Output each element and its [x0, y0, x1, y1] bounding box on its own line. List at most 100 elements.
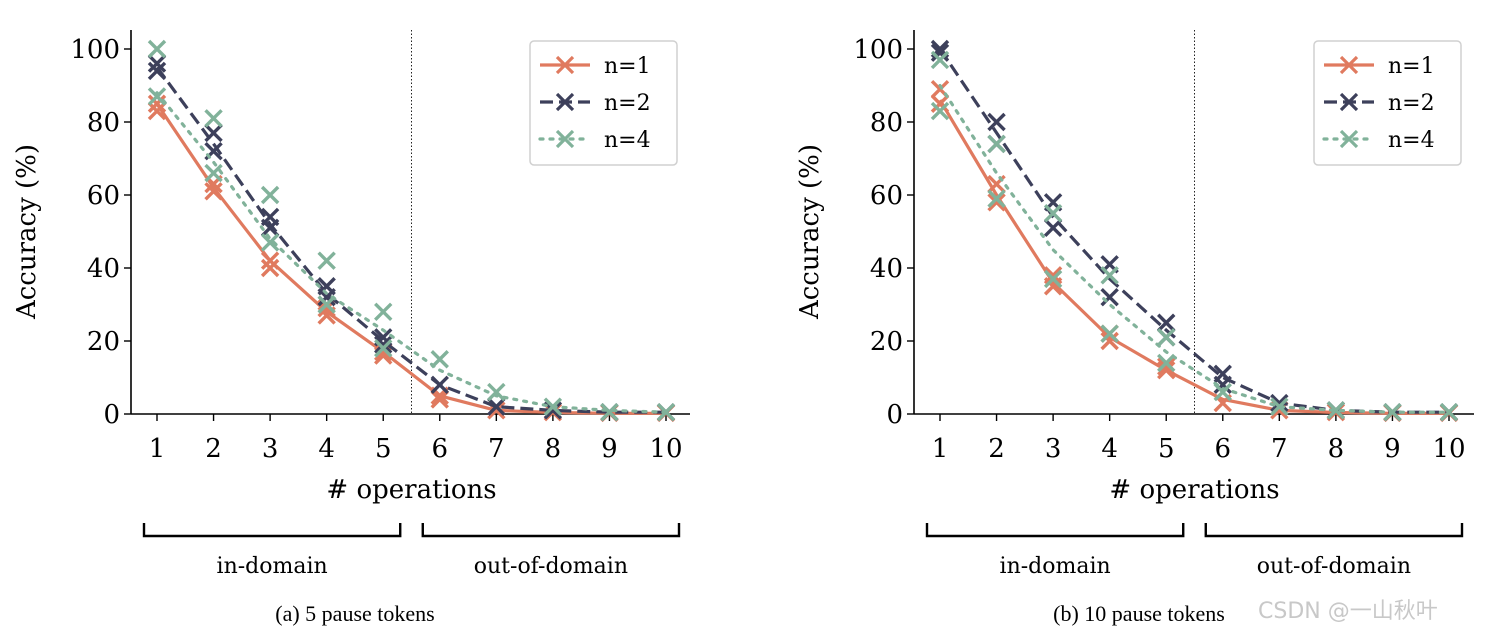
data-point-n=4 [260, 233, 280, 252]
x-tick-label: 3 [262, 434, 279, 464]
data-point-n=1 [147, 101, 167, 121]
legend-marker-n=4 [555, 129, 575, 149]
x-tick-label: 1 [932, 434, 949, 464]
data-point-n=4 [317, 295, 336, 314]
x-tick-label: 3 [1045, 434, 1062, 464]
y-tick-label: 0 [103, 400, 120, 430]
out-of-domain-label: out-of-domain [1257, 554, 1411, 579]
data-point-n=4 [600, 402, 619, 422]
data-point-n=2 [930, 43, 950, 62]
x-tick-label: 8 [545, 434, 562, 464]
x-tick-label: 6 [1215, 434, 1232, 464]
data-point-n=4 [374, 302, 393, 322]
data-point-n=4 [1043, 269, 1063, 289]
x-tick-label: 1 [149, 434, 166, 464]
data-point-n=2 [1100, 287, 1119, 307]
legend-label: n=4 [604, 128, 651, 153]
legend-marker-n=1 [555, 55, 575, 75]
data-point-n=4 [317, 251, 336, 270]
in-domain-label: in-domain [217, 554, 328, 579]
data-point-n=2 [430, 375, 449, 395]
x-tick-label: 6 [432, 434, 449, 464]
data-point-n=4 [1043, 204, 1063, 223]
data-point-n=4 [1157, 328, 1176, 347]
x-axis-label: # operations [1109, 475, 1279, 505]
data-point-n=2 [487, 397, 506, 416]
x-tick-label: 7 [488, 434, 505, 464]
data-point-n=4 [656, 402, 676, 422]
x-tick-label: 8 [1328, 434, 1345, 464]
data-point-n=1 [260, 258, 280, 278]
out-of-domain-bracket [421, 523, 681, 538]
data-point-n=1 [987, 193, 1006, 212]
data-point-n=4 [204, 109, 223, 128]
data-point-n=4 [987, 189, 1006, 208]
legend-box [529, 40, 678, 166]
data-point-n=1 [1157, 360, 1176, 380]
data-point-n=4 [204, 163, 223, 183]
in-domain-bracket [142, 523, 402, 538]
legend-marker-n=2 [1339, 92, 1359, 112]
data-point-n=1 [147, 94, 167, 113]
y-tick-label: 100 [853, 35, 903, 65]
x-tick-label: 2 [205, 434, 222, 464]
data-point-n=4 [1439, 402, 1459, 422]
data-point-n=2 [987, 112, 1006, 132]
y-tick-label: 100 [70, 35, 120, 65]
data-point-n=4 [374, 339, 393, 358]
data-point-n=4 [1157, 353, 1176, 373]
data-point-n=1 [260, 251, 280, 270]
data-point-n=4 [930, 101, 950, 121]
y-tick-label: 80 [870, 108, 903, 138]
x-tick-label: 10 [649, 434, 682, 464]
y-tick-label: 0 [886, 400, 903, 430]
legend-box [1313, 40, 1462, 166]
legend-marker-n=4 [1339, 129, 1359, 149]
series-line-n=2 [938, 48, 1449, 414]
legend-label: n=2 [604, 91, 651, 116]
data-point-n=4 [1100, 324, 1119, 343]
data-point-n=4 [1326, 401, 1346, 420]
y-tick-label: 60 [870, 181, 903, 211]
data-point-n=4 [987, 134, 1006, 154]
series-line-n=2 [155, 66, 666, 414]
data-point-n=4 [1100, 266, 1119, 285]
data-point-n=4 [430, 350, 449, 369]
data-point-n=1 [1043, 266, 1063, 285]
data-point-n=4 [260, 185, 280, 205]
series-line-n=4 [938, 83, 1451, 414]
data-point-n=4 [1213, 382, 1232, 402]
x-tick-label: 10 [1432, 434, 1465, 464]
x-tick-label: 4 [318, 434, 335, 464]
data-point-n=4 [487, 382, 506, 402]
y-axis-label: Accuracy (%) [795, 144, 825, 320]
y-tick-label: 80 [87, 108, 120, 138]
x-axis-label: # operations [326, 475, 496, 505]
figure-caption: (b) 10 pause tokens [1053, 601, 1225, 626]
data-point-n=4 [543, 397, 563, 416]
chart-panel-b: 0 20 40 60 80 100 1 2 3 4 5 6 7 8 9 10 # operations Accur… [795, 30, 1474, 626]
data-point-n=2 [374, 335, 393, 354]
data-point-n=4 [1383, 402, 1402, 422]
y-tick-label: 20 [87, 327, 120, 357]
y-axis-label: Accuracy (%) [12, 144, 42, 320]
data-point-n=2 [260, 207, 280, 227]
data-point-n=4 [1270, 397, 1289, 416]
legend-label: n=4 [1388, 128, 1435, 153]
data-point-n=2 [147, 54, 167, 73]
out-of-domain-bracket [1204, 523, 1464, 538]
x-tick-label: 9 [601, 434, 618, 464]
legend-label: n=1 [604, 54, 651, 79]
x-tick-label: 5 [1158, 434, 1175, 464]
data-point-n=4 [147, 39, 167, 59]
watermark: CSDN @一山秋叶 [1258, 599, 1438, 624]
figure-caption: (a) 5 pause tokens [275, 601, 434, 626]
y-tick-label: 20 [870, 327, 903, 357]
data-point-n=2 [1157, 313, 1176, 332]
chart-panel-a: 0 20 40 60 80 100 1 2 3 4 5 6 7 8 9 10 # operations Accur… [12, 30, 690, 626]
data-point-n=2 [147, 61, 167, 81]
legend-marker-n=2 [555, 92, 575, 112]
data-point-n=1 [930, 94, 950, 113]
y-tick-label: 60 [87, 181, 120, 211]
